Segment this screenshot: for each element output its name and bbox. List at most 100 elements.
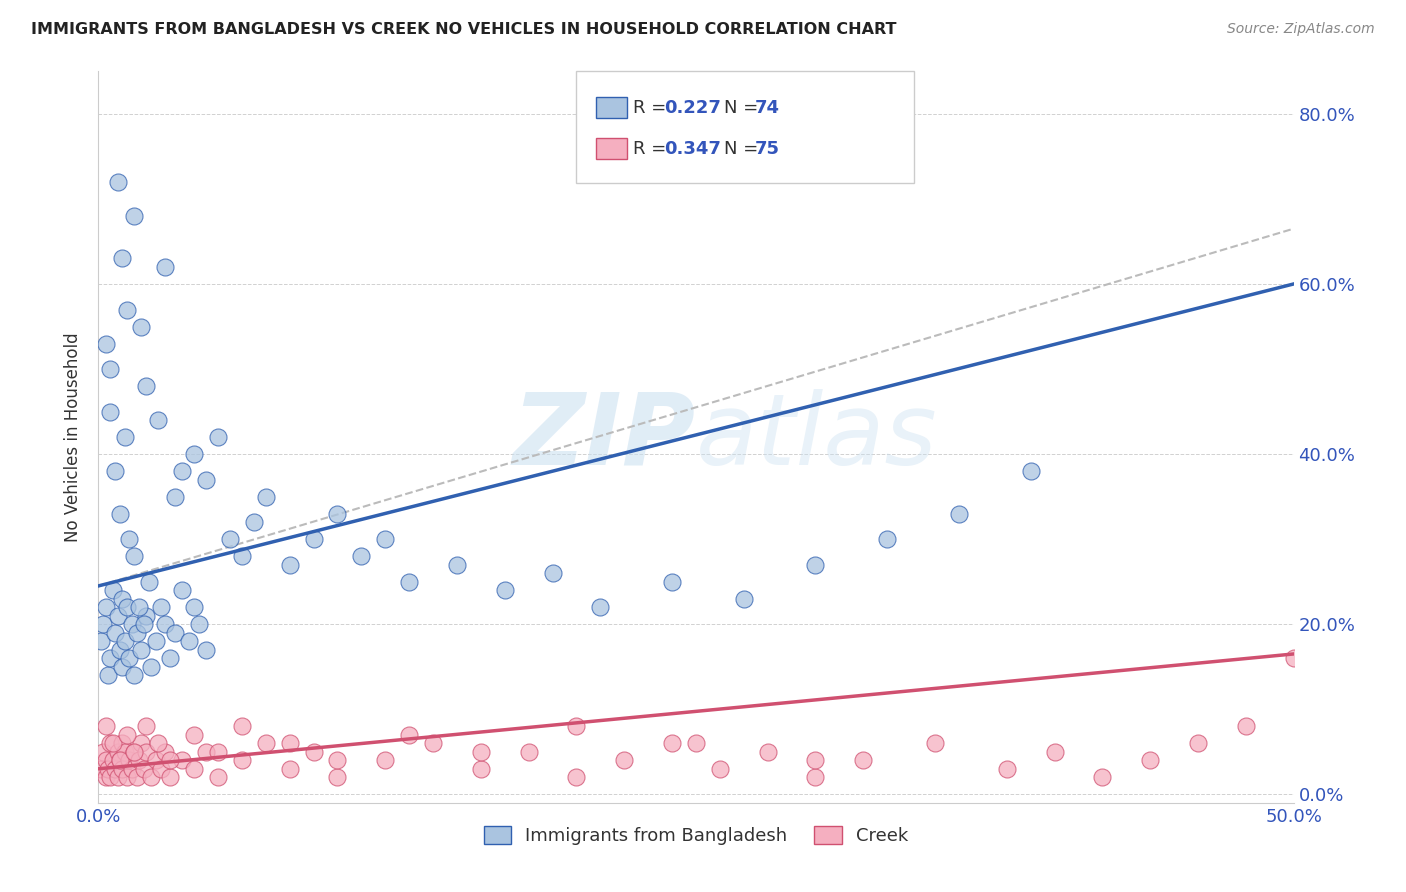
Point bbox=[804, 770, 827, 784]
Point bbox=[90, 762, 112, 776]
Point bbox=[98, 362, 122, 376]
Point bbox=[326, 770, 349, 784]
Point bbox=[104, 464, 127, 478]
Point bbox=[183, 728, 205, 742]
Point bbox=[172, 583, 194, 598]
Point bbox=[231, 719, 253, 733]
Point bbox=[149, 762, 172, 776]
Point bbox=[179, 634, 201, 648]
Point bbox=[685, 736, 707, 750]
Point bbox=[155, 617, 177, 632]
Text: R =: R = bbox=[633, 99, 672, 117]
Text: atlas: atlas bbox=[696, 389, 938, 485]
Point bbox=[104, 625, 127, 640]
Point bbox=[121, 617, 143, 632]
Point bbox=[132, 762, 155, 776]
Point bbox=[124, 668, 146, 682]
Point bbox=[114, 430, 136, 444]
Point bbox=[1043, 745, 1066, 759]
Point bbox=[541, 566, 564, 581]
Point bbox=[876, 532, 898, 546]
Point bbox=[124, 209, 146, 223]
Point bbox=[98, 651, 122, 665]
Point bbox=[107, 745, 129, 759]
Text: N =: N = bbox=[724, 140, 763, 158]
Point bbox=[107, 770, 129, 784]
Point bbox=[207, 745, 229, 759]
Point bbox=[661, 736, 683, 750]
Point bbox=[1019, 464, 1042, 478]
Point bbox=[374, 532, 396, 546]
Point bbox=[804, 753, 827, 767]
Point bbox=[1282, 651, 1305, 665]
Point bbox=[97, 762, 120, 776]
Point bbox=[948, 507, 970, 521]
Point bbox=[111, 591, 134, 606]
Point bbox=[94, 336, 117, 351]
Point bbox=[155, 260, 177, 274]
Point bbox=[149, 600, 172, 615]
Point bbox=[302, 532, 325, 546]
Point bbox=[589, 600, 612, 615]
Point bbox=[326, 507, 349, 521]
Point bbox=[135, 379, 157, 393]
Text: 0.347: 0.347 bbox=[664, 140, 720, 158]
Point bbox=[924, 736, 946, 750]
Point bbox=[97, 668, 120, 682]
Point bbox=[107, 175, 129, 189]
Point bbox=[94, 753, 117, 767]
Point bbox=[98, 770, 122, 784]
Point bbox=[278, 762, 301, 776]
Point bbox=[155, 745, 177, 759]
Point bbox=[470, 762, 492, 776]
Point bbox=[804, 558, 827, 572]
Point bbox=[374, 753, 396, 767]
Point bbox=[195, 642, 218, 657]
Point bbox=[172, 753, 194, 767]
Point bbox=[995, 762, 1018, 776]
Point bbox=[111, 252, 134, 266]
Point bbox=[565, 719, 588, 733]
Point bbox=[118, 753, 141, 767]
Point bbox=[163, 490, 186, 504]
Point bbox=[108, 753, 131, 767]
Text: 74: 74 bbox=[755, 99, 780, 117]
Point bbox=[135, 745, 157, 759]
Point bbox=[231, 549, 253, 563]
Point bbox=[131, 736, 153, 750]
Point bbox=[183, 762, 205, 776]
Point bbox=[135, 608, 157, 623]
Point bbox=[91, 617, 114, 632]
Point bbox=[124, 745, 146, 759]
Text: 75: 75 bbox=[755, 140, 780, 158]
Point bbox=[183, 600, 205, 615]
Text: IMMIGRANTS FROM BANGLADESH VS CREEK NO VEHICLES IN HOUSEHOLD CORRELATION CHART: IMMIGRANTS FROM BANGLADESH VS CREEK NO V… bbox=[31, 22, 897, 37]
Point bbox=[446, 558, 468, 572]
Point bbox=[326, 753, 349, 767]
Point bbox=[131, 642, 153, 657]
Point bbox=[115, 728, 138, 742]
Point bbox=[132, 617, 155, 632]
Point bbox=[131, 319, 153, 334]
Point bbox=[159, 753, 181, 767]
Point bbox=[101, 753, 124, 767]
Point bbox=[1187, 736, 1209, 750]
Point bbox=[470, 745, 492, 759]
Text: 0.227: 0.227 bbox=[664, 99, 720, 117]
Point bbox=[243, 515, 266, 529]
Point bbox=[231, 753, 253, 767]
Point bbox=[90, 634, 112, 648]
Point bbox=[108, 753, 131, 767]
Point bbox=[195, 745, 218, 759]
Point bbox=[852, 753, 875, 767]
Point bbox=[145, 634, 167, 648]
Point bbox=[756, 745, 779, 759]
Point bbox=[183, 447, 205, 461]
Point bbox=[94, 770, 117, 784]
Point bbox=[254, 736, 277, 750]
Point bbox=[138, 574, 160, 589]
Legend: Immigrants from Bangladesh, Creek: Immigrants from Bangladesh, Creek bbox=[477, 819, 915, 852]
Point bbox=[115, 770, 138, 784]
Point bbox=[494, 583, 516, 598]
Point bbox=[124, 549, 146, 563]
